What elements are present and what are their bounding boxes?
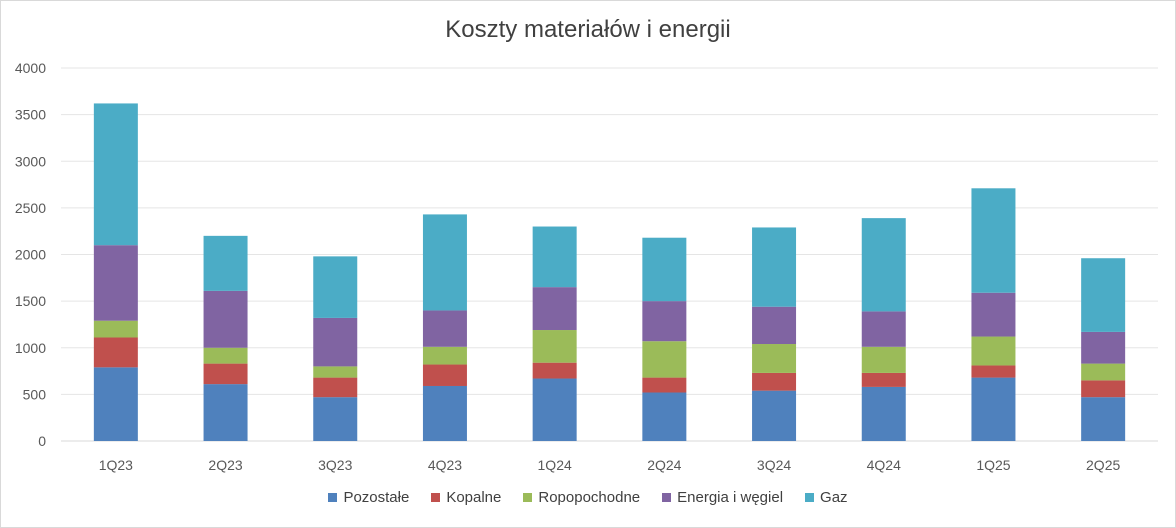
x-tick-label: 2Q23 bbox=[208, 457, 242, 473]
legend-swatch bbox=[523, 493, 533, 502]
x-tick-label: 2Q25 bbox=[1086, 457, 1120, 473]
x-tick-label: 4Q23 bbox=[428, 457, 462, 473]
bar-segment bbox=[422, 346, 467, 365]
x-tick-label: 2Q24 bbox=[647, 457, 681, 473]
bar-segment bbox=[752, 227, 797, 307]
y-tick-label: 0 bbox=[38, 433, 46, 449]
x-tick-label: 1Q24 bbox=[538, 457, 572, 473]
bar-segment bbox=[642, 377, 687, 393]
bar-segment bbox=[203, 235, 248, 291]
y-tick-label: 500 bbox=[23, 386, 47, 402]
legend-item: Ropopochodne bbox=[523, 489, 640, 506]
y-tick-label: 4000 bbox=[15, 60, 46, 76]
bar-segment bbox=[861, 372, 906, 387]
bar-segment bbox=[532, 287, 577, 331]
y-tick-label: 1500 bbox=[15, 293, 46, 309]
bar-segment bbox=[532, 378, 577, 441]
bar-segment bbox=[1081, 380, 1126, 398]
bar-segment bbox=[93, 320, 138, 338]
bar-segment bbox=[861, 346, 906, 373]
x-tick-label: 3Q23 bbox=[318, 457, 352, 473]
bar-segment bbox=[861, 386, 906, 441]
bar-segment bbox=[313, 256, 358, 318]
bar-segment bbox=[1081, 363, 1126, 381]
legend-label: Gaz bbox=[820, 489, 848, 506]
y-tick-label: 1000 bbox=[15, 340, 46, 356]
y-tick-label: 2000 bbox=[15, 247, 46, 263]
bar-segment bbox=[971, 292, 1016, 337]
legend-label: Pozostałe bbox=[343, 489, 410, 506]
legend-swatch bbox=[662, 493, 672, 502]
bar-segment bbox=[861, 218, 906, 312]
bar-segment bbox=[642, 341, 687, 378]
bar-segment bbox=[971, 365, 1016, 378]
bar-segment bbox=[642, 392, 687, 441]
bar-segment bbox=[752, 390, 797, 441]
bar-segment bbox=[203, 384, 248, 441]
bar-segment bbox=[1081, 331, 1126, 364]
y-tick-label: 3000 bbox=[15, 153, 46, 169]
bar-segment bbox=[532, 226, 577, 288]
legend-item: Kopalne bbox=[431, 489, 501, 506]
bar-segment bbox=[422, 385, 467, 441]
bar-segment bbox=[422, 214, 467, 311]
bar-segment bbox=[532, 330, 577, 363]
y-tick-label: 3500 bbox=[15, 107, 46, 123]
legend-swatch bbox=[328, 493, 338, 502]
bar-segment bbox=[532, 362, 577, 379]
chart-legend: Pozostałe Kopalne Ropopochodne Energia i wę… bbox=[0, 489, 1176, 506]
bar-segment bbox=[861, 311, 906, 347]
bar-segment bbox=[313, 377, 358, 398]
bar-segment bbox=[313, 397, 358, 441]
legend-item: Energia i węgiel bbox=[662, 489, 783, 506]
bar-segment bbox=[752, 372, 797, 391]
bar-segment bbox=[642, 237, 687, 302]
legend-swatch bbox=[431, 493, 441, 502]
bar-segment bbox=[971, 336, 1016, 366]
bar-segment bbox=[1081, 258, 1126, 332]
bar-segment bbox=[93, 245, 138, 321]
bar-segment bbox=[752, 344, 797, 373]
chart-title: Koszty materiałów i energii bbox=[445, 16, 731, 43]
bar-segment bbox=[93, 337, 138, 368]
x-tick-label: 1Q23 bbox=[99, 457, 133, 473]
legend-swatch bbox=[805, 493, 815, 502]
bar-segment bbox=[971, 188, 1016, 293]
bar-segment bbox=[422, 364, 467, 386]
bar-segment bbox=[422, 310, 467, 347]
legend-label: Ropopochodne bbox=[538, 489, 641, 506]
x-tick-label: 3Q24 bbox=[757, 457, 791, 473]
y-tick-label: 2500 bbox=[15, 200, 46, 216]
bar-segment bbox=[1081, 397, 1126, 441]
legend-label: Energia i węgiel bbox=[677, 489, 784, 506]
bar-segment bbox=[752, 306, 797, 345]
legend-label: Kopalne bbox=[446, 489, 502, 506]
bar-segment bbox=[93, 103, 138, 246]
bar-segment bbox=[203, 347, 248, 364]
x-tick-label: 1Q25 bbox=[976, 457, 1010, 473]
bar-segment bbox=[93, 367, 138, 441]
bar-segment bbox=[313, 366, 358, 378]
x-tick-label: 4Q24 bbox=[867, 457, 901, 473]
bar-segment bbox=[642, 301, 687, 342]
bar-segment bbox=[313, 317, 358, 367]
bar-segment bbox=[203, 363, 248, 385]
legend-item: Pozostałe bbox=[328, 489, 409, 506]
bar-segment bbox=[971, 377, 1016, 441]
bar-segment bbox=[203, 290, 248, 348]
legend-item: Gaz bbox=[805, 489, 848, 506]
